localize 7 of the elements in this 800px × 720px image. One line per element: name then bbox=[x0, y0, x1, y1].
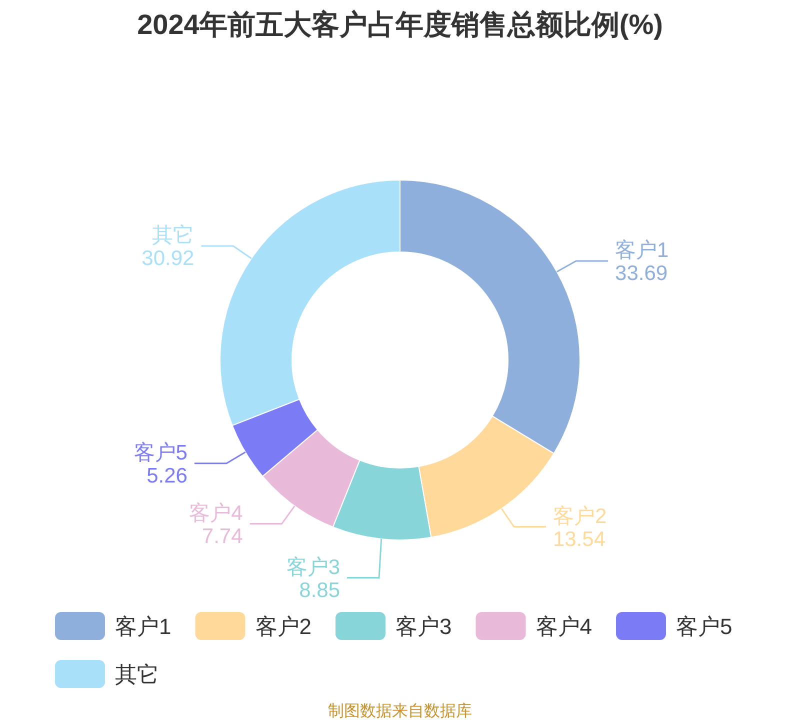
legend-label: 客户1 bbox=[115, 614, 172, 639]
legend-label: 客户4 bbox=[536, 614, 592, 639]
legend-label: 其它 bbox=[115, 662, 159, 687]
legend-label: 客户5 bbox=[676, 614, 732, 639]
legend-label: 客户3 bbox=[396, 614, 452, 639]
legend-label: 客户2 bbox=[255, 614, 312, 639]
title: 2024年前五大客户占年度销售总额比例(%) bbox=[137, 9, 663, 40]
